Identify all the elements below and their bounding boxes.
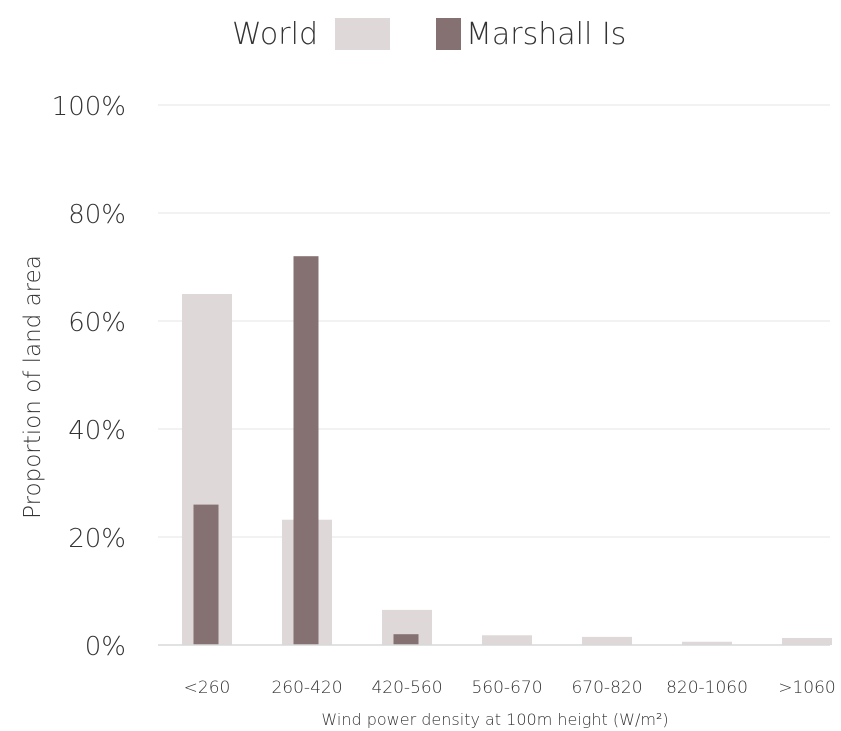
bar-world-1060 (782, 637, 832, 645)
legend-label-world: World (232, 17, 318, 52)
x-tick-label-820-1060: 820-1060 (666, 678, 748, 698)
y-tick-labels: 0% 20% 40% 60% 80% 100% (52, 92, 126, 662)
bar-world-670-820 (582, 636, 632, 645)
legend-swatch-world (335, 18, 390, 50)
bar-world-560-670 (482, 635, 532, 645)
bar-marshall-is-260 (193, 504, 219, 645)
x-tick-label-420-560: 420-560 (371, 678, 442, 698)
y-tick-label-60: 60% (68, 308, 126, 338)
x-tick-label-260: <260 (184, 678, 231, 698)
bar-marshall-is-420-560 (393, 634, 419, 645)
bar-marshall-is-260-420 (293, 256, 319, 645)
y-tick-label-40: 40% (68, 416, 126, 446)
series-world (182, 294, 832, 645)
y-tick-label-20: 20% (68, 524, 126, 554)
bar-world-820-1060 (682, 641, 732, 645)
x-axis-label: Wind power density at 100m height (W/m²) (321, 710, 668, 729)
y-tick-label-0: 0% (85, 632, 126, 662)
x-tick-label-1060: >1060 (778, 678, 836, 698)
legend-label-marshall-is: Marshall Is (466, 17, 626, 52)
x-tick-labels: <260 260-420 420-560 560-670 670-820 820-1060… (184, 678, 836, 698)
x-tick-label-260-420: 260-420 (271, 678, 342, 698)
series-marshall-is (193, 256, 419, 645)
y-axis-label: Proportion of land area (20, 255, 46, 519)
legend-swatch-marshall-is (436, 18, 461, 50)
y-tick-label-80: 80% (68, 200, 126, 230)
gridlines (158, 104, 830, 538)
legend: World Marshall Is (232, 17, 626, 52)
x-tick-label-560-670: 560-670 (471, 678, 542, 698)
x-tick-label-670-820: 670-820 (571, 678, 642, 698)
y-tick-label-100: 100% (52, 92, 126, 122)
